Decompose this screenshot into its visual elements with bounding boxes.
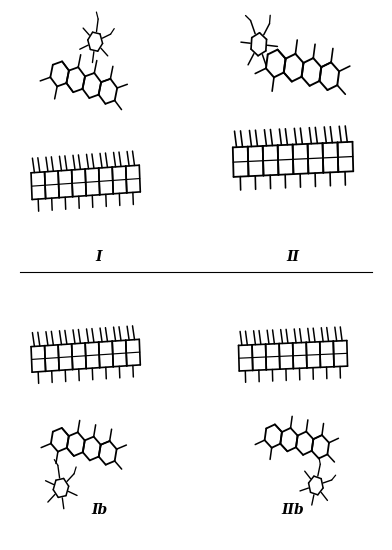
Text: IIb: IIb <box>281 503 305 518</box>
Text: I: I <box>96 250 102 264</box>
Text: Ib: Ib <box>91 503 107 518</box>
Text: II: II <box>287 250 299 264</box>
